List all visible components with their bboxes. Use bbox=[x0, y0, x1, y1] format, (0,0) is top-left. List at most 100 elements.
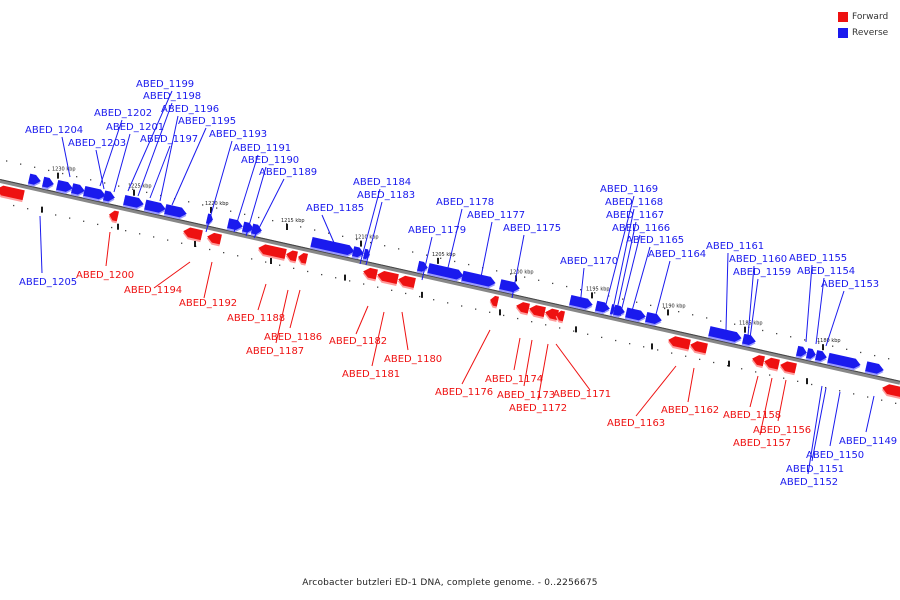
gene-body bbox=[183, 227, 203, 241]
gene-body bbox=[690, 341, 708, 354]
track-dot bbox=[629, 343, 631, 345]
gene-label: ABED_1203 bbox=[68, 138, 126, 149]
track-dot bbox=[874, 354, 876, 357]
track-dot bbox=[258, 216, 260, 219]
gene-body bbox=[310, 236, 355, 256]
gene-body bbox=[164, 204, 187, 218]
track-dot bbox=[888, 358, 890, 360]
track-dot bbox=[55, 214, 57, 216]
gene-features bbox=[0, 173, 900, 400]
track-dot bbox=[314, 229, 316, 231]
track-dot bbox=[440, 257, 442, 259]
forward-gene-arrow bbox=[763, 357, 780, 372]
track-dot bbox=[272, 219, 274, 222]
reverse-gene-arrow bbox=[416, 260, 428, 274]
track-dot bbox=[762, 329, 764, 332]
track-dot bbox=[335, 277, 337, 279]
reverse-gene-arrow bbox=[426, 263, 464, 282]
label-leader-line bbox=[127, 90, 173, 192]
track-dot bbox=[370, 241, 372, 244]
label-leader-line bbox=[205, 140, 233, 233]
label-leader-line bbox=[825, 290, 845, 347]
gene-label: ABED_1169 bbox=[600, 184, 658, 195]
label-leader-line bbox=[579, 267, 585, 307]
gene-label: ABED_1178 bbox=[436, 197, 494, 208]
gene-label: ABED_1172 bbox=[509, 403, 567, 414]
gene-body bbox=[742, 333, 756, 346]
label-leader-line bbox=[615, 221, 637, 315]
label-leader-line bbox=[537, 343, 549, 401]
forward-gene-arrow bbox=[297, 252, 308, 266]
label-leader-line bbox=[759, 377, 773, 436]
track-dot bbox=[811, 383, 813, 386]
track-dot bbox=[503, 314, 505, 317]
label-leader-line bbox=[805, 264, 813, 343]
reverse-gene-arrow bbox=[102, 190, 115, 204]
forward-gene-arrow bbox=[182, 227, 203, 243]
gene-body bbox=[645, 311, 662, 324]
gene-body bbox=[286, 250, 298, 262]
track-dot bbox=[776, 332, 778, 335]
gene-body bbox=[227, 218, 243, 231]
track-dot bbox=[293, 267, 295, 269]
track-dot bbox=[83, 220, 85, 222]
gene-body bbox=[42, 176, 54, 188]
label-leader-line bbox=[635, 365, 677, 417]
track-dot bbox=[48, 169, 50, 172]
reverse-gene-arrow bbox=[70, 183, 85, 197]
gene-label: ABED_1174 bbox=[485, 374, 543, 385]
gene-label: ABED_1204 bbox=[25, 125, 83, 136]
track-dot bbox=[622, 298, 624, 300]
gene-body bbox=[109, 210, 119, 222]
track-dot bbox=[349, 280, 351, 282]
reverse-gene-arrow bbox=[55, 179, 73, 194]
forward-gene-arrow bbox=[667, 336, 691, 352]
label-leader-line bbox=[725, 252, 729, 331]
gene-body bbox=[516, 302, 530, 314]
gene-body bbox=[363, 267, 378, 280]
reverse-gene-arrow bbox=[226, 218, 243, 232]
gene-label: ABED_1163 bbox=[607, 418, 665, 429]
track-dot bbox=[363, 283, 365, 285]
label-leader-line bbox=[421, 236, 433, 281]
label-leader-line bbox=[479, 221, 493, 283]
track-dot bbox=[601, 336, 603, 339]
label-leader-line bbox=[95, 149, 105, 190]
track-dot bbox=[846, 348, 848, 350]
forward-gene-arrow bbox=[108, 210, 119, 224]
gene-label: ABED_1183 bbox=[357, 190, 415, 201]
reverse-gene-arrow bbox=[250, 223, 262, 237]
gene-label: ABED_1153 bbox=[821, 279, 879, 290]
gene-label: ABED_1173 bbox=[497, 390, 555, 401]
gene-label: ABED_1170 bbox=[560, 256, 618, 267]
track-dot bbox=[20, 163, 22, 165]
gene-label: ABED_1191 bbox=[233, 143, 291, 154]
tick-label: 1195 kbp bbox=[586, 286, 610, 292]
track-dot bbox=[685, 355, 687, 357]
label-leader-line bbox=[865, 395, 875, 433]
reverse-gene-arrow bbox=[41, 176, 54, 190]
track-dot bbox=[713, 361, 715, 364]
track-dot bbox=[90, 179, 92, 181]
track-dot bbox=[6, 160, 8, 162]
gene-body bbox=[83, 186, 106, 200]
label-leader-line bbox=[203, 261, 213, 299]
forward-gene-arrow bbox=[751, 355, 765, 369]
reverse-gene-arrow bbox=[826, 352, 861, 371]
tick-label: 1220 kbp bbox=[205, 201, 229, 207]
gene-body bbox=[708, 326, 742, 342]
track-dot bbox=[678, 311, 680, 313]
gene-labels: ABED_1205 ABED_1204 ABED_1203 ABED_1202 ABED… bbox=[19, 79, 897, 488]
label-leader-line bbox=[355, 305, 369, 335]
label-leader-line bbox=[603, 195, 635, 313]
tick-label: 1185 kbp bbox=[739, 321, 763, 327]
gene-label: ABED_1150 bbox=[806, 450, 864, 461]
gene-body bbox=[780, 361, 797, 374]
gene-body bbox=[242, 221, 254, 233]
legend: Forward Reverse bbox=[838, 9, 888, 41]
gene-body bbox=[28, 173, 41, 185]
track-dot bbox=[244, 213, 246, 216]
track-dot bbox=[559, 327, 561, 329]
gene-body bbox=[490, 295, 499, 307]
gene-label: ABED_1196 bbox=[161, 104, 219, 115]
